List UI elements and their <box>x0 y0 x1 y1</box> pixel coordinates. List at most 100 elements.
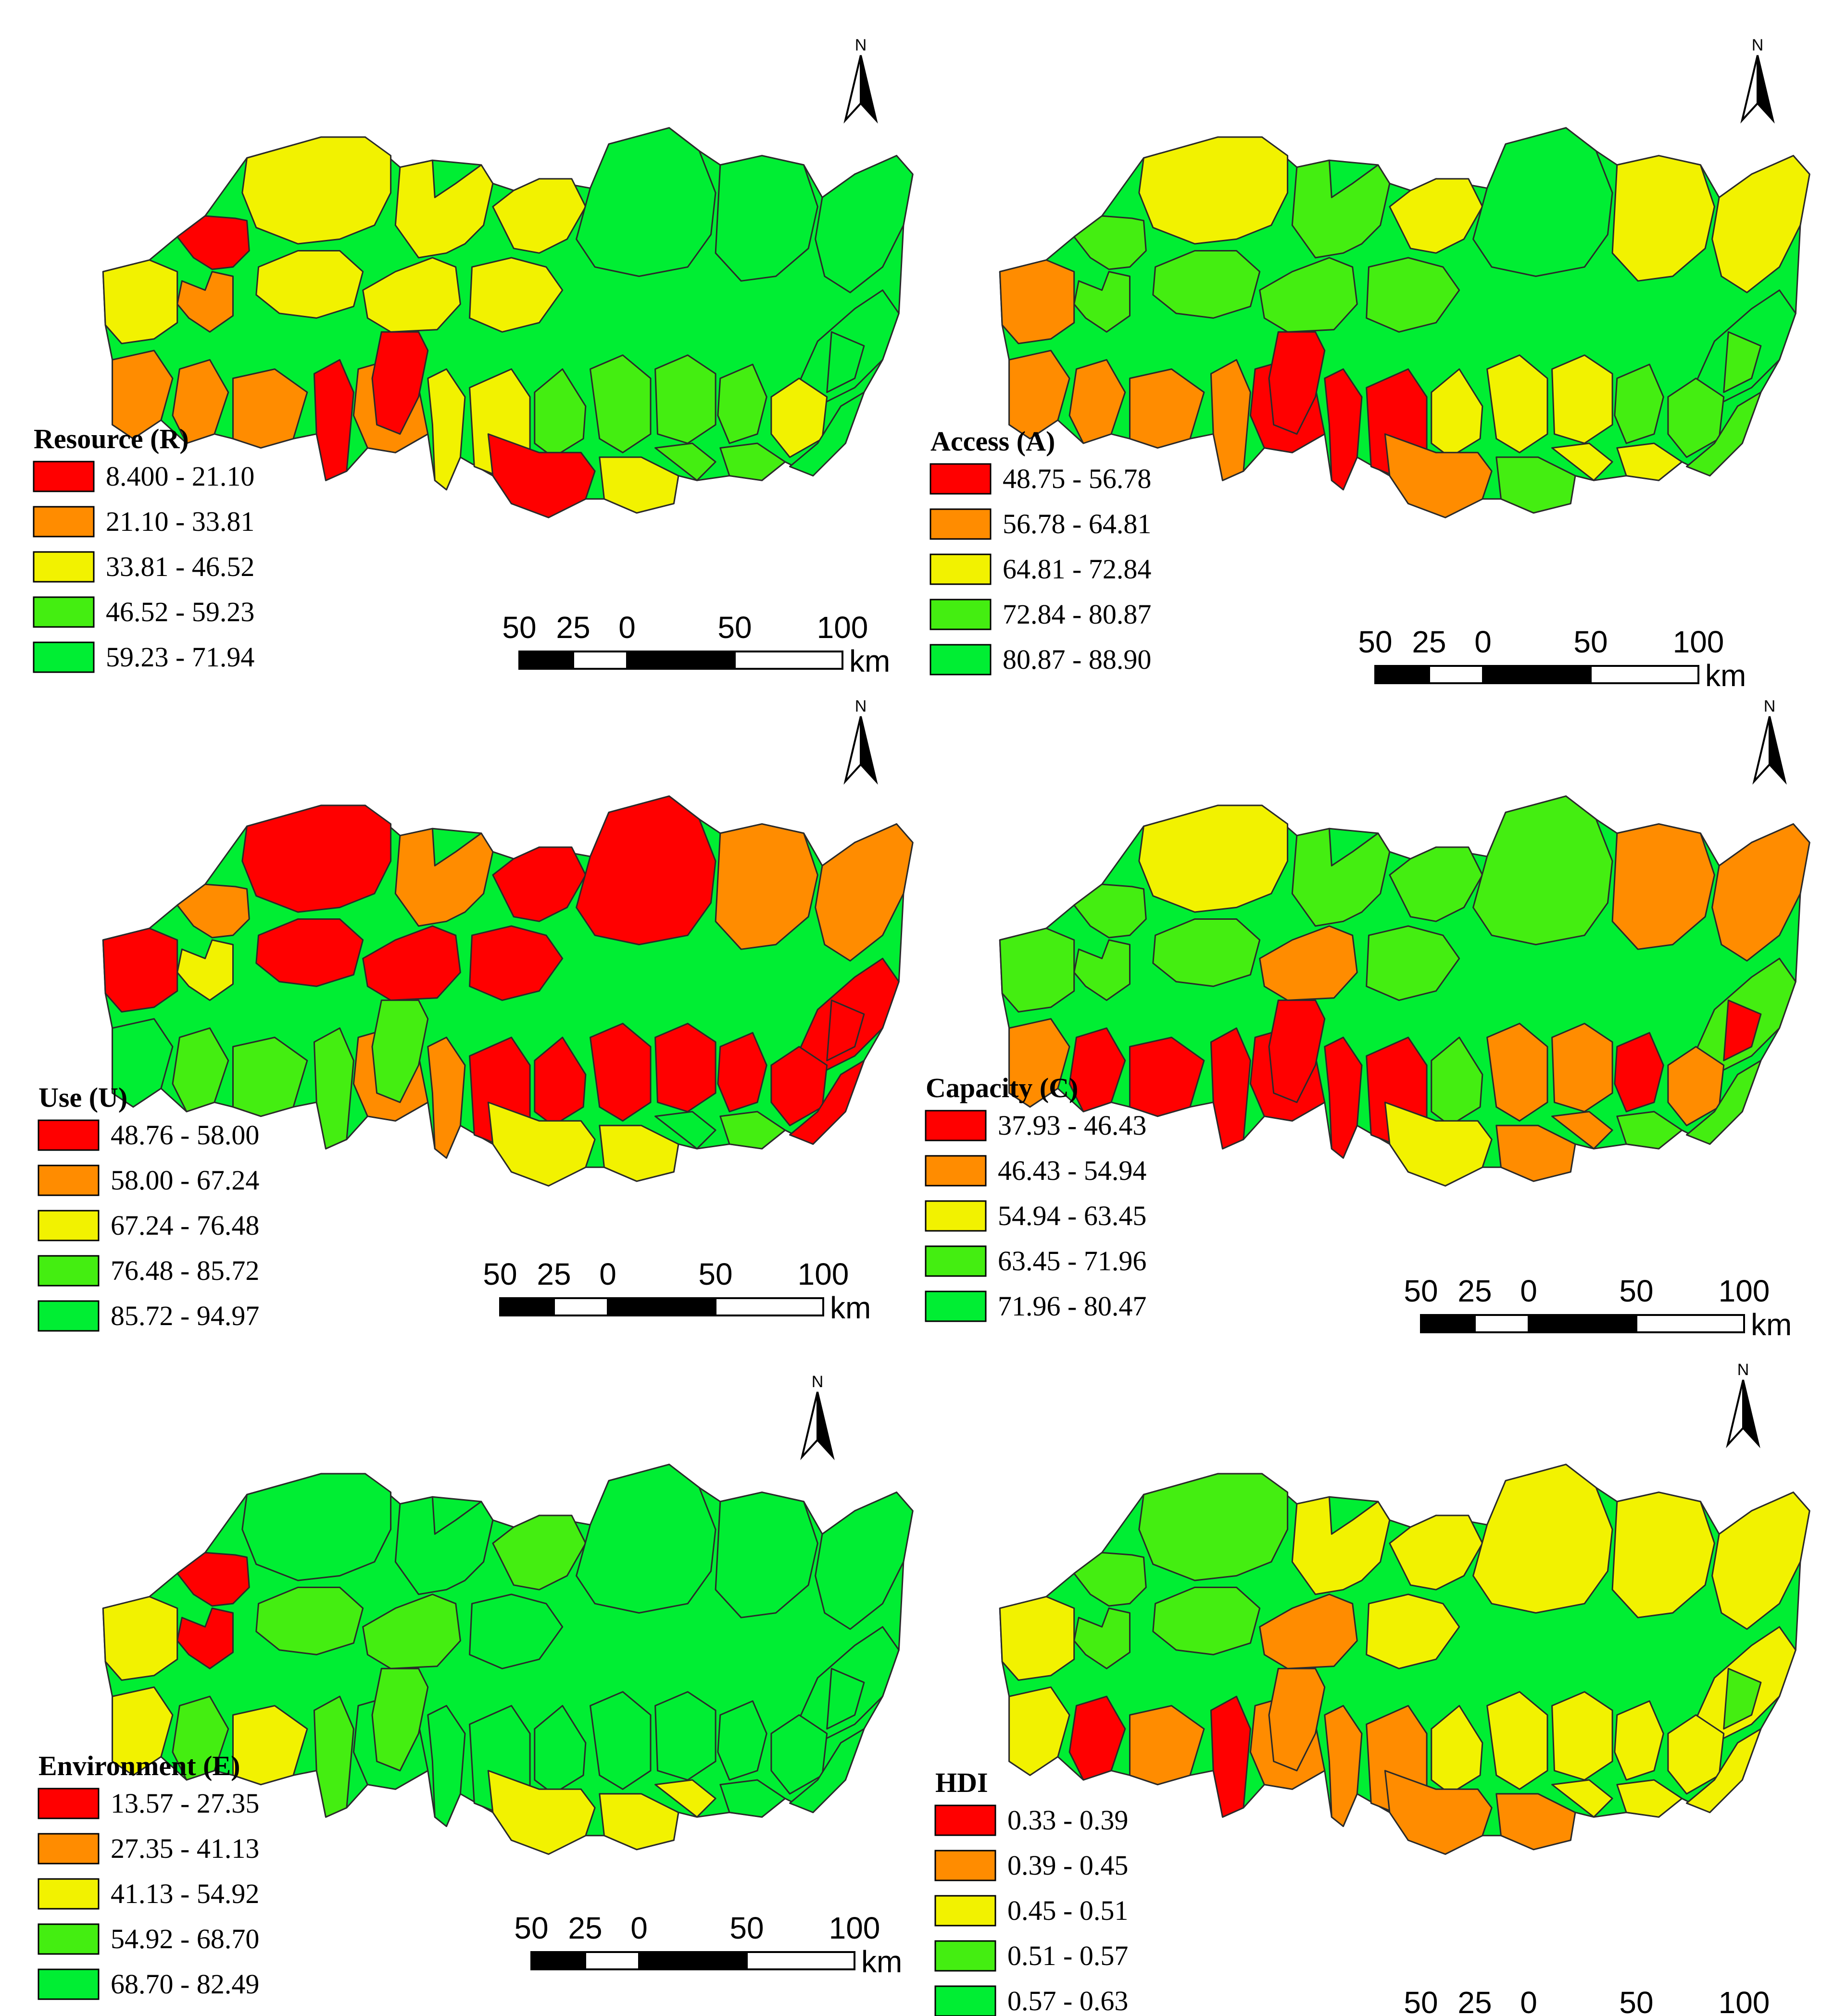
region-capacity-21 <box>1431 1037 1483 1127</box>
region-resource-11 <box>715 155 818 282</box>
region-access-4 <box>1138 136 1289 245</box>
region-environment-32 <box>789 1728 865 1814</box>
region-hdi-29 <box>1495 1793 1576 1851</box>
scale-tick-label: 25 <box>537 1257 571 1291</box>
north-letter: N <box>855 697 867 715</box>
region-access-29 <box>1495 456 1576 514</box>
region-use-6 <box>362 925 461 1001</box>
region-capacity-3 <box>999 927 1075 1013</box>
north-arrow-left-half <box>1752 716 1771 785</box>
region-access-24 <box>1614 363 1664 444</box>
legend-label-2: 58.00 - 67.24 <box>111 1165 259 1196</box>
scale-segment-3 <box>1482 665 1592 684</box>
legend-label-2: 56.78 - 64.81 <box>1003 508 1151 539</box>
legend-swatch-2 <box>930 508 992 540</box>
legend-title: Capacity (C) <box>926 1072 1078 1103</box>
legend-title: Access (A) <box>930 426 1055 457</box>
legend-label-3: 41.13 - 54.92 <box>111 1878 259 1909</box>
region-use-16 <box>232 1037 308 1117</box>
region-use-22 <box>590 1023 652 1122</box>
region-environment-30 <box>654 1779 716 1818</box>
legend-label-3: 54.94 - 63.45 <box>998 1200 1146 1231</box>
north-arrow-right-half <box>817 1391 835 1461</box>
scale-tick-label: 100 <box>829 1911 880 1945</box>
north-letter: N <box>1764 697 1776 715</box>
north-arrow-left-half <box>843 716 862 785</box>
scale-unit: km <box>849 644 890 678</box>
region-capacity-28 <box>1384 1102 1493 1187</box>
legend-label-1: 8.400 - 21.10 <box>106 461 254 492</box>
scale-segment-1 <box>518 651 574 670</box>
legend-label-4: 0.51 - 0.57 <box>1007 1940 1128 1971</box>
region-capacity-5 <box>1152 918 1261 987</box>
scale-tick-label: 25 <box>556 610 590 645</box>
legend-swatch-1 <box>38 1788 100 1819</box>
scale-tick-label: 100 <box>1719 1274 1770 1308</box>
legend-label-2: 27.35 - 41.13 <box>111 1833 259 1864</box>
region-resource-31 <box>719 442 786 481</box>
north-arrow-right-half <box>860 55 878 124</box>
region-environment-29 <box>599 1793 679 1851</box>
region-capacity-12 <box>1711 823 1810 962</box>
region-use-2 <box>176 939 234 1001</box>
region-access-7 <box>1291 159 1391 259</box>
north-arrow-left-half <box>843 55 862 124</box>
region-environment-17 <box>313 1695 354 1818</box>
map-panel-use: N Use (U) 48.76 - 58.00 58.00 - 67.24 67.24 … <box>38 697 914 1332</box>
region-resource-15 <box>172 359 229 444</box>
scale-unit: km <box>1751 1307 1792 1342</box>
legend-swatch-5 <box>934 1985 996 2016</box>
scale-tick-label: 0 <box>599 1257 616 1291</box>
region-access-8 <box>1366 257 1460 333</box>
legend-swatch-2 <box>934 1850 996 1881</box>
region-use-21 <box>534 1037 587 1127</box>
region-use-4 <box>241 804 392 913</box>
region-capacity-2 <box>1073 939 1131 1001</box>
region-capacity-11 <box>1611 823 1715 950</box>
region-access-6 <box>1259 257 1358 333</box>
region-hdi-28 <box>1384 1770 1493 1855</box>
region-hdi-7 <box>1291 1496 1391 1595</box>
region-environment-21 <box>534 1705 587 1795</box>
north-letter: N <box>855 36 867 54</box>
region-environment-19 <box>427 1705 466 1827</box>
legend-label-3: 33.81 - 46.52 <box>106 551 254 582</box>
legend-swatch-1 <box>38 1119 100 1151</box>
region-access-21 <box>1431 368 1483 458</box>
region-resource-32 <box>789 391 865 476</box>
region-use-3 <box>102 927 178 1013</box>
region-hdi-16 <box>1129 1705 1205 1786</box>
region-resource-16 <box>232 368 308 449</box>
legend-swatch-2 <box>38 1165 100 1196</box>
legend-title: Environment (E) <box>38 1750 240 1781</box>
north-arrow-right-half <box>1742 1379 1760 1449</box>
scale-tick-label: 0 <box>630 1911 648 1945</box>
scale-tick-label: 25 <box>1457 1985 1492 2016</box>
scale-tick-label: 100 <box>798 1257 849 1291</box>
north-arrow-left-half <box>1740 55 1759 124</box>
region-access-15 <box>1068 359 1126 444</box>
region-access-19 <box>1324 368 1363 490</box>
legend-swatch-1 <box>934 1804 996 1836</box>
region-use-27 <box>371 999 429 1103</box>
region-capacity-17 <box>1210 1027 1251 1150</box>
legend-label-5: 0.57 - 0.63 <box>1007 1985 1128 2016</box>
region-use-29 <box>599 1125 679 1182</box>
region-resource-22 <box>590 354 652 453</box>
region-environment-11 <box>715 1491 818 1618</box>
scale-tick-label: 50 <box>717 610 752 645</box>
scale-segment-3 <box>626 651 736 670</box>
region-resource-5 <box>255 250 364 319</box>
legend-label-3: 64.81 - 72.84 <box>1003 553 1151 585</box>
region-use-30 <box>654 1111 716 1150</box>
legend-swatch-3 <box>934 1895 996 1927</box>
scale-unit: km <box>1705 658 1746 693</box>
region-access-32 <box>1686 391 1762 476</box>
scale-segment-1 <box>499 1297 555 1316</box>
region-use-31 <box>719 1111 786 1150</box>
region-hdi-3 <box>999 1596 1075 1681</box>
scale-segment-4 <box>715 1297 824 1316</box>
region-access-1 <box>1073 215 1147 270</box>
scale-tick-label: 50 <box>1619 1274 1653 1308</box>
